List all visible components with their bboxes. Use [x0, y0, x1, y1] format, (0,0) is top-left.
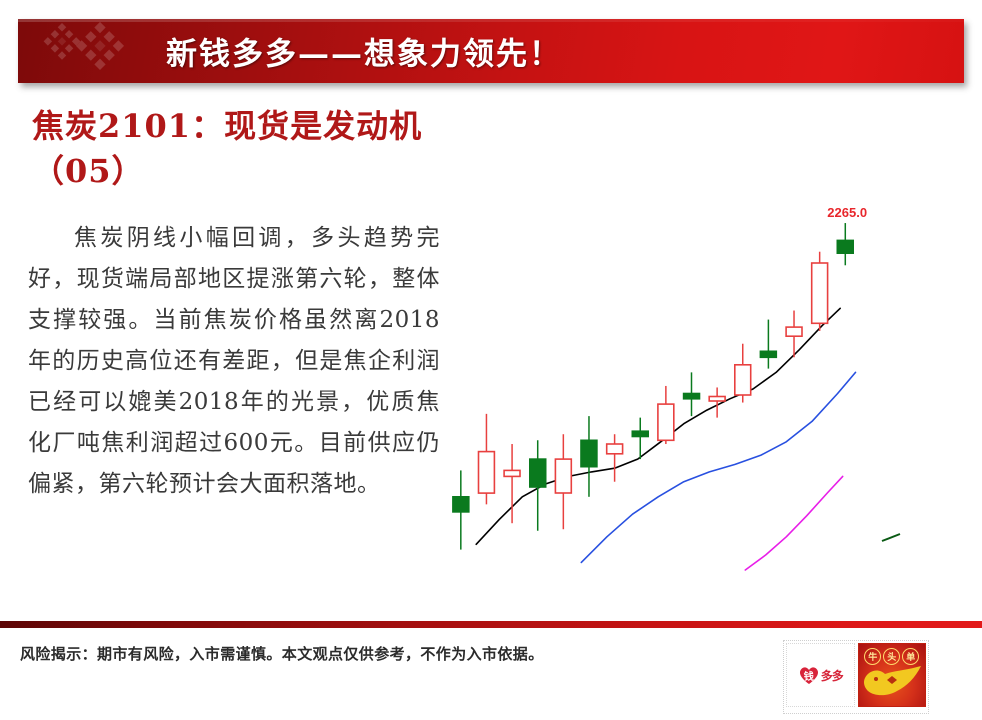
candle-8 — [657, 385, 675, 445]
niutoudan-char-1: 牛 — [864, 648, 882, 665]
trailing-segment — [881, 533, 901, 542]
risk-disclaimer: 风险揭示：期市有风险，入市需谨慎。本文观点仅供参考，不作为入市依据。 — [20, 645, 544, 663]
banner-title: 新钱多多——想象力领先！ — [166, 36, 562, 73]
niutoudan-logo: 牛 头 单 — [857, 643, 926, 707]
candle-9 — [682, 372, 701, 417]
header-banner: 新钱多多——想象力领先！ — [18, 19, 964, 83]
candle-1 — [477, 413, 496, 505]
article-body-text: 焦炭阴线小幅回调，多头趋势完好，现货端局部地区提涨第六轮，整体支撑较强。当前焦炭… — [28, 225, 440, 497]
ma-line-MA-long — [744, 475, 844, 571]
candle-13 — [785, 310, 803, 358]
qianduoduo-suffix: 多多 — [820, 668, 844, 683]
candle-3 — [529, 440, 547, 531]
ma-line-MA-mid — [580, 371, 857, 564]
bull-head-icon — [863, 664, 923, 704]
candle-7 — [631, 417, 650, 460]
candle-5 — [580, 416, 598, 497]
logo-micro-mark: . — [850, 700, 852, 705]
candlestick-chart: 2265.0 — [430, 196, 975, 596]
page-title: 焦炭2101：现货是发动机（05） — [32, 107, 423, 191]
candle-6 — [605, 434, 624, 482]
heart-icon: 钱 — [798, 665, 820, 685]
candle-14 — [810, 251, 829, 331]
last-price-label: 2265.0 — [827, 205, 868, 221]
qianduoduo-heart-char: 钱 — [803, 671, 814, 683]
candle-15 — [836, 223, 854, 266]
candle-11 — [733, 343, 752, 403]
niutoudan-chars: 牛 头 单 — [859, 648, 926, 665]
candle-2 — [503, 444, 521, 524]
diamond-knot-emblem-icon — [32, 21, 142, 81]
footer-logos: 钱 多多 . 牛 头 单 — [783, 640, 929, 714]
candle-10 — [708, 387, 726, 418]
candle-12 — [759, 319, 778, 369]
niutoudan-char-2: 头 — [883, 648, 901, 665]
candle-0 — [452, 470, 470, 550]
candle-4 — [554, 434, 573, 530]
niutoudan-char-3: 单 — [902, 648, 920, 665]
qianduoduo-logo: 钱 多多 . — [786, 643, 855, 707]
footer-divider — [0, 621, 982, 628]
